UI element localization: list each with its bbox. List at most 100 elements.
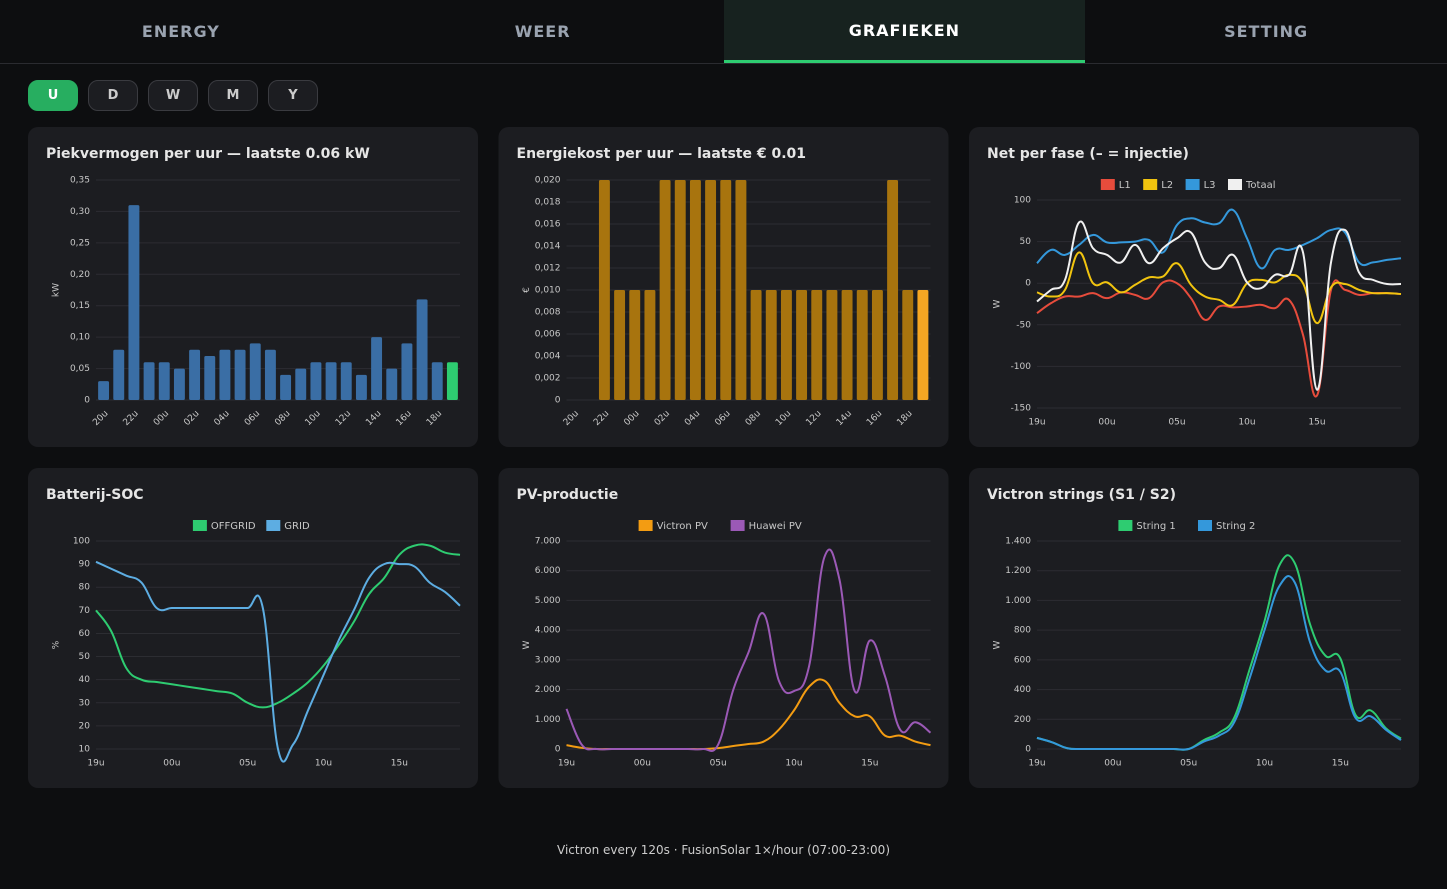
tab[interactable]: SETTING [1224, 22, 1309, 41]
legend-label: GRID [284, 521, 310, 532]
chart-panel: PV-productie 0 1.000 2.000 3.000 4.000 5.000 6.… [498, 468, 949, 788]
bar [158, 362, 170, 400]
y-tick-label: 1.200 [1005, 566, 1031, 576]
legend-label: Huawei PV [749, 521, 802, 532]
bar [750, 290, 762, 400]
x-tick-label: 19u [558, 759, 575, 769]
legend-swatch [730, 520, 745, 531]
y-tick-label: 7.000 [535, 537, 561, 547]
bar [446, 362, 458, 400]
chart-panel: Energiekost per uur — laatste € 0.01 0 0,0… [498, 127, 949, 447]
legend-swatch [192, 520, 207, 531]
bar [355, 374, 367, 400]
y-tick-label: 30 [79, 698, 91, 708]
y-tick-label: 0 [555, 745, 561, 755]
footer: Victron every 120s · FusionSolar 1×/hour… [557, 843, 890, 857]
tab[interactable]: ENERGY [141, 22, 220, 41]
x-tick-label: 15u [391, 759, 408, 769]
legend-label: String 2 [1216, 521, 1255, 532]
bar [234, 349, 246, 400]
bar [310, 362, 322, 400]
y-axis-label: € [522, 287, 532, 293]
range-button[interactable]: M [208, 80, 258, 111]
bar [735, 180, 747, 400]
bar [917, 290, 929, 400]
y-tick-label: 60 [79, 629, 91, 639]
legend-label: L2 [1161, 180, 1173, 191]
x-tick-label: 05u [239, 759, 256, 769]
x-tick-label: 10u [1256, 759, 1273, 769]
chart-panel: Piekvermogen per uur — laatste 0.06 kW 0 0… [28, 127, 478, 447]
range-button[interactable]: W [148, 80, 198, 111]
bar [249, 343, 261, 400]
y-tick-label: 600 [1014, 655, 1031, 665]
bar [98, 381, 110, 400]
bar [295, 368, 307, 400]
legend-swatch [638, 520, 653, 531]
y-tick-label: 0,20 [70, 270, 90, 280]
y-tick-label: 10 [79, 745, 91, 755]
range-button[interactable]: D [88, 80, 138, 111]
x-tick-label: 00u [1098, 418, 1115, 428]
x-tick-label: 05u [1180, 759, 1197, 769]
x-tick-label: 00u [163, 759, 180, 769]
bar [856, 290, 868, 400]
tab[interactable]: GRAFIEKEN [723, 0, 1086, 63]
series-line [1036, 208, 1402, 270]
legend-swatch [1185, 179, 1200, 190]
x-tick-label: 15u [1332, 759, 1349, 769]
x-tick-label: 00u [634, 759, 651, 769]
y-tick-label: 0,35 [70, 176, 90, 186]
y-tick-label: 1.000 [1005, 596, 1031, 606]
range-button[interactable]: U [28, 80, 78, 111]
y-tick-label: 40 [79, 675, 91, 685]
y-tick-label: 3.000 [535, 655, 561, 665]
y-axis-label: W [522, 640, 532, 649]
x-tick-label: 15u [1308, 418, 1325, 428]
legend-swatch [1143, 179, 1158, 190]
range-button[interactable]: Y [268, 80, 318, 111]
series-line [95, 560, 461, 763]
y-tick-label: -50 [1016, 320, 1031, 330]
y-tick-label: 70 [79, 606, 91, 616]
y-tick-label: 0,30 [70, 207, 90, 217]
bar [765, 290, 777, 400]
series-line [1036, 575, 1402, 751]
chart-title: PV-productie [517, 487, 619, 503]
chart-title: Net per fase (– = injectie) [987, 146, 1189, 162]
x-tick-label: 10u [785, 759, 802, 769]
y-tick-label: 0 [1025, 745, 1031, 755]
legend-label: Totaal [1245, 180, 1275, 191]
bar [780, 290, 792, 400]
y-tick-label: 0,014 [535, 242, 561, 252]
y-tick-label: 50 [79, 652, 91, 662]
legend-swatch [1100, 179, 1115, 190]
y-tick-label: 4.000 [535, 626, 561, 636]
y-tick-label: 0,010 [535, 286, 561, 296]
chart-title: Batterij-SOC [46, 487, 144, 503]
panel-background [498, 468, 949, 788]
bar [841, 290, 853, 400]
y-tick-label: 0,016 [535, 220, 561, 230]
bar [113, 349, 125, 400]
series-line [565, 548, 932, 752]
legend-label: String 1 [1136, 521, 1175, 532]
bar [189, 349, 201, 400]
series-line [1036, 251, 1402, 325]
bar [340, 362, 352, 400]
x-tick-label: 05u [1168, 418, 1185, 428]
x-tick-label: 00u [1104, 759, 1121, 769]
legend-swatch [266, 520, 281, 531]
bar [689, 180, 701, 400]
y-tick-label: 1.000 [535, 715, 561, 725]
y-axis-label: W [993, 299, 1003, 308]
bar [416, 299, 428, 400]
bar [659, 180, 671, 400]
y-tick-label: 0 [84, 396, 90, 406]
chart-panel: Net per fase (– = injectie)-150-100-5005… [969, 127, 1419, 447]
tab[interactable]: WEER [514, 22, 571, 41]
bar [386, 368, 398, 400]
y-tick-label: 400 [1014, 685, 1031, 695]
